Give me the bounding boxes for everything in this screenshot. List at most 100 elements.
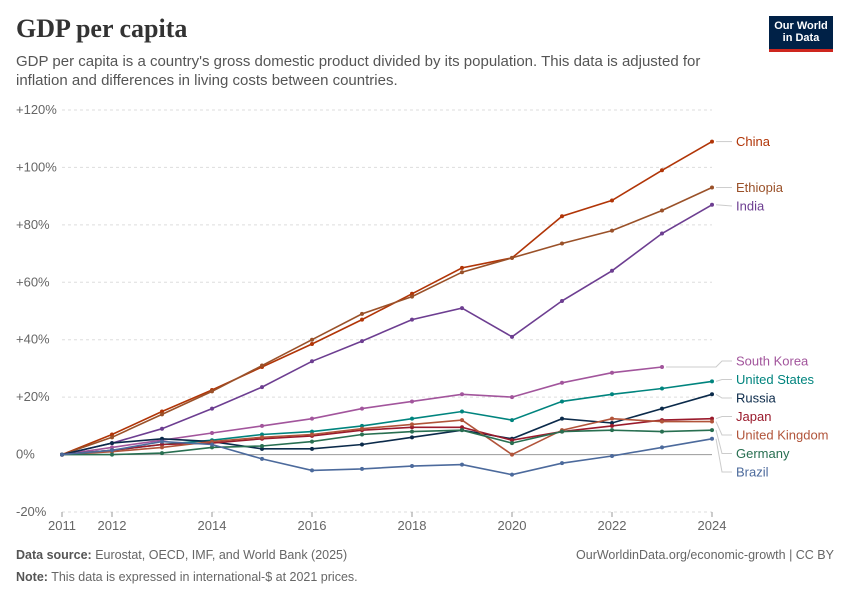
data-point-germany[interactable] <box>360 432 364 437</box>
series-label-germany[interactable]: Germany <box>736 446 790 461</box>
data-point-india[interactable] <box>460 306 464 311</box>
data-point-germany[interactable] <box>210 445 214 450</box>
data-point-ethiopia[interactable] <box>710 185 714 190</box>
series-line-china[interactable] <box>61 140 713 456</box>
data-point-brazil[interactable] <box>60 452 64 457</box>
data-point-ethiopia[interactable] <box>160 412 164 417</box>
data-point-united-states[interactable] <box>660 386 664 391</box>
owid-logo[interactable]: Our World in Data <box>769 16 833 52</box>
data-point-south-korea[interactable] <box>560 380 564 385</box>
data-point-ethiopia[interactable] <box>210 389 214 394</box>
data-point-united-states[interactable] <box>610 392 614 397</box>
data-point-russia[interactable] <box>560 416 564 421</box>
data-point-brazil[interactable] <box>610 454 614 459</box>
data-point-united-kingdom[interactable] <box>710 419 714 424</box>
data-point-germany[interactable] <box>660 429 664 434</box>
data-point-ethiopia[interactable] <box>660 208 664 213</box>
data-point-china[interactable] <box>110 432 114 437</box>
data-point-united-kingdom[interactable] <box>360 426 364 431</box>
series-label-united-kingdom[interactable]: United Kingdom <box>736 428 829 443</box>
series-label-ethiopia[interactable]: Ethiopia <box>736 180 784 195</box>
data-point-india[interactable] <box>610 268 614 273</box>
data-point-brazil[interactable] <box>560 461 564 466</box>
series-line-india[interactable] <box>61 204 713 456</box>
data-point-japan[interactable] <box>460 425 464 430</box>
data-point-russia[interactable] <box>110 441 114 446</box>
source-link[interactable]: OurWorldinData.org/economic-growth | CC … <box>576 548 834 562</box>
data-point-japan[interactable] <box>510 438 514 443</box>
data-point-united-kingdom[interactable] <box>260 435 264 440</box>
data-point-ethiopia[interactable] <box>310 337 314 342</box>
data-point-ethiopia[interactable] <box>560 241 564 246</box>
series-line-united-kingdom[interactable] <box>61 417 712 456</box>
data-point-china[interactable] <box>560 214 564 219</box>
data-point-brazil[interactable] <box>460 462 464 467</box>
data-source-text[interactable]: Eurostat, OECD, IMF, and World Bank (202… <box>95 548 348 562</box>
data-point-united-kingdom[interactable] <box>610 416 614 421</box>
data-point-united-kingdom[interactable] <box>410 422 414 427</box>
data-point-united-states[interactable] <box>410 416 414 421</box>
data-point-india[interactable] <box>710 202 714 207</box>
data-point-germany[interactable] <box>160 451 164 456</box>
data-point-united-kingdom[interactable] <box>210 439 214 444</box>
data-point-india[interactable] <box>160 426 164 431</box>
data-point-united-states[interactable] <box>260 432 264 437</box>
series-line-germany[interactable] <box>62 429 713 456</box>
data-point-china[interactable] <box>610 198 614 203</box>
data-point-ethiopia[interactable] <box>510 255 514 260</box>
data-point-germany[interactable] <box>510 441 514 446</box>
data-point-japan[interactable] <box>710 416 714 421</box>
series-label-india[interactable]: India <box>736 199 765 214</box>
data-point-india[interactable] <box>360 339 364 344</box>
data-point-russia[interactable] <box>310 446 314 451</box>
data-point-brazil[interactable] <box>710 436 714 441</box>
data-point-united-states[interactable] <box>460 409 464 414</box>
data-point-india[interactable] <box>510 334 514 339</box>
data-point-ethiopia[interactable] <box>260 363 264 368</box>
series-line-ethiopia[interactable] <box>61 186 713 456</box>
data-point-south-korea[interactable] <box>260 423 264 428</box>
data-point-india[interactable] <box>260 385 264 390</box>
data-point-russia[interactable] <box>360 442 364 447</box>
data-point-germany[interactable] <box>260 443 264 448</box>
series-line-united-states[interactable] <box>61 380 713 456</box>
data-point-south-korea[interactable] <box>510 395 514 400</box>
data-point-united-kingdom[interactable] <box>460 418 464 423</box>
data-point-china[interactable] <box>360 317 364 322</box>
series-line-brazil[interactable] <box>61 438 713 476</box>
series-label-japan[interactable]: Japan <box>736 409 771 424</box>
data-point-brazil[interactable] <box>660 445 664 450</box>
data-point-brazil[interactable] <box>260 456 264 461</box>
data-point-united-states[interactable] <box>310 429 314 434</box>
data-point-united-kingdom[interactable] <box>660 419 664 424</box>
data-point-japan[interactable] <box>160 442 164 447</box>
data-point-brazil[interactable] <box>510 472 514 477</box>
data-point-brazil[interactable] <box>410 464 414 469</box>
data-point-russia[interactable] <box>660 406 664 411</box>
data-point-russia[interactable] <box>710 392 714 397</box>
data-point-russia[interactable] <box>260 446 264 451</box>
data-point-brazil[interactable] <box>160 439 164 444</box>
data-point-china[interactable] <box>310 342 314 347</box>
data-point-brazil[interactable] <box>110 448 114 453</box>
data-point-china[interactable] <box>160 409 164 414</box>
data-point-united-states[interactable] <box>510 418 514 423</box>
data-point-germany[interactable] <box>310 439 314 444</box>
data-point-india[interactable] <box>310 359 314 364</box>
data-point-china[interactable] <box>460 265 464 270</box>
data-point-united-kingdom[interactable] <box>160 445 164 450</box>
series-label-brazil[interactable]: Brazil <box>736 465 769 480</box>
series-label-united-states[interactable]: United States <box>736 372 815 387</box>
series-line-russia[interactable] <box>61 393 713 456</box>
data-point-ethiopia[interactable] <box>410 294 414 299</box>
data-point-south-korea[interactable] <box>110 445 114 450</box>
data-point-brazil[interactable] <box>360 466 364 471</box>
data-point-ethiopia[interactable] <box>360 311 364 316</box>
data-point-south-korea[interactable] <box>410 399 414 404</box>
data-point-ethiopia[interactable] <box>610 228 614 233</box>
data-point-india[interactable] <box>210 406 214 411</box>
data-point-india[interactable] <box>560 298 564 303</box>
data-point-brazil[interactable] <box>310 468 314 473</box>
data-point-ethiopia[interactable] <box>110 435 114 440</box>
data-point-china[interactable] <box>660 168 664 173</box>
